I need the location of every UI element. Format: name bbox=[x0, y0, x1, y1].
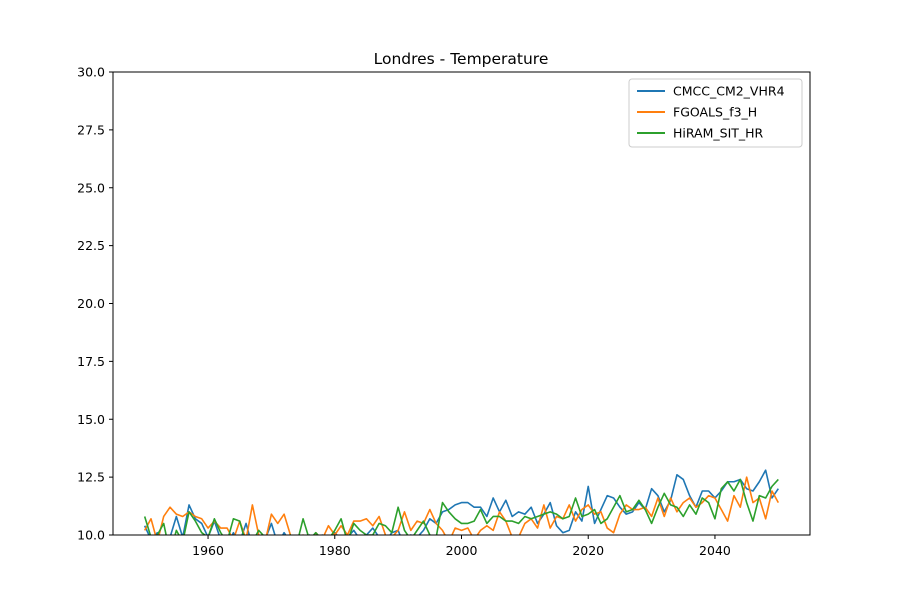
x-tick-label: 1960 bbox=[192, 543, 224, 558]
legend-box bbox=[628, 78, 803, 148]
series-line-2 bbox=[143, 478, 779, 535]
x-tick-label: 2000 bbox=[446, 543, 478, 558]
y-tick-label: 15.0 bbox=[77, 412, 105, 427]
y-tick-label: 25.0 bbox=[77, 180, 105, 195]
series-line-0 bbox=[143, 469, 779, 535]
y-tick-label: 12.5 bbox=[77, 470, 105, 485]
x-tick-label: 1980 bbox=[319, 543, 351, 558]
x-axis: 1960 1980 2000 2020 2040 bbox=[192, 535, 731, 558]
y-tick-label: 10.0 bbox=[77, 528, 105, 543]
y-tick-label: 30.0 bbox=[77, 65, 105, 80]
y-tick-label: 17.5 bbox=[77, 354, 105, 369]
y-axis: 10.0 12.5 15.0 17.5 20.0 22.5 25.0 27.5 30.0 bbox=[77, 65, 113, 543]
series-layer bbox=[143, 469, 780, 535]
x-tick-label: 2020 bbox=[572, 543, 604, 558]
legend-label-1: FGOALS_f3_H bbox=[673, 105, 757, 120]
y-tick-label: 22.5 bbox=[77, 238, 105, 253]
legend: CMCC_CM2_VHR4 FGOALS_f3_H HiRAM_SIT_HR bbox=[628, 78, 803, 148]
y-tick-label: 27.5 bbox=[77, 122, 105, 137]
legend-label-0: CMCC_CM2_VHR4 bbox=[673, 84, 785, 99]
chart-title: Londres - Temperature bbox=[374, 50, 549, 68]
x-tick-label: 2040 bbox=[699, 543, 731, 558]
legend-label-2: HiRAM_SIT_HR bbox=[673, 126, 764, 141]
y-tick-label: 20.0 bbox=[77, 296, 105, 311]
series-line-1 bbox=[143, 476, 780, 535]
